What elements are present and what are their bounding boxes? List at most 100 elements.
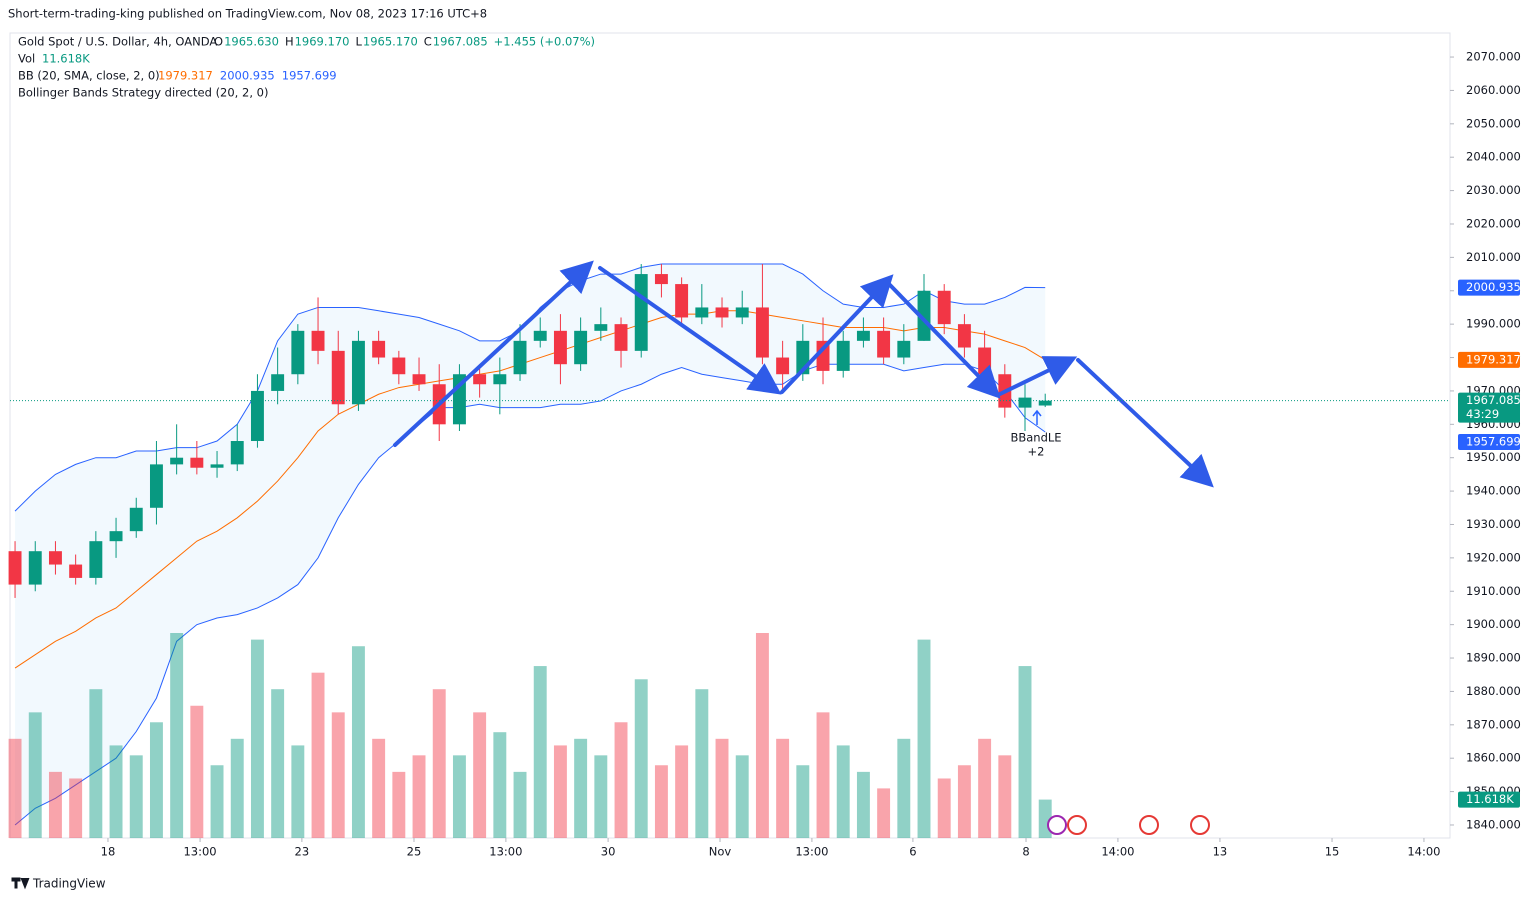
- candle-body: [1018, 397, 1032, 408]
- candle-body: [917, 290, 931, 341]
- volume-bar: [351, 646, 365, 838]
- candle-body: [28, 551, 42, 585]
- volume-bar: [533, 666, 547, 838]
- volume-bar: [553, 745, 567, 838]
- volume-bar: [210, 765, 224, 838]
- bb-name: BB (20, SMA, close, 2, 0): [18, 69, 160, 83]
- candle-body: [311, 330, 325, 351]
- y-tick-label: 1840.000: [1466, 817, 1521, 831]
- candle-body: [755, 307, 769, 358]
- bb-middle: [14, 310, 1046, 669]
- x-tick-label: 23: [295, 845, 310, 859]
- volume-bar: [937, 778, 951, 838]
- volume-bar: [574, 738, 588, 838]
- volume-bar: [331, 712, 345, 838]
- candle-body: [937, 290, 951, 325]
- candle-body: [372, 340, 386, 358]
- volume-bar: [48, 771, 62, 838]
- volume-bar: [1018, 666, 1032, 838]
- x-tick-label: 18: [101, 845, 116, 859]
- volume-bar: [776, 738, 790, 838]
- candle-body: [735, 307, 749, 318]
- change: +1.455 (+0.07%): [494, 35, 595, 49]
- y-tick-label: 2070.000: [1466, 50, 1521, 64]
- candle-body: [69, 564, 83, 578]
- middle-label: 1979.317: [1466, 352, 1521, 366]
- x-tick-label: Nov: [709, 845, 732, 859]
- price-label: 1967.085: [1466, 393, 1521, 407]
- y-tick-label: 2060.000: [1466, 83, 1521, 97]
- candle-body: [897, 340, 911, 358]
- candle-body: [877, 330, 891, 358]
- y-tick-label: 2030.000: [1466, 183, 1521, 197]
- candle-body: [8, 551, 22, 585]
- volume-bar: [917, 639, 931, 838]
- y-tick-label: 2050.000: [1466, 116, 1521, 130]
- volume-bar: [473, 712, 487, 838]
- lower-label: 1957.699: [1466, 434, 1521, 448]
- candle-body: [675, 284, 689, 318]
- candle-body: [473, 374, 487, 385]
- volume-bar: [311, 672, 325, 838]
- volume-bar: [877, 788, 891, 838]
- x-tick-label: 30: [601, 845, 616, 859]
- volume-bar: [735, 755, 749, 838]
- candle-body: [776, 357, 790, 375]
- volume-bar: [452, 755, 466, 838]
- candle-body: [48, 551, 62, 565]
- candle-body: [836, 340, 850, 371]
- volume-bar: [190, 705, 204, 838]
- volume-bar: [594, 755, 608, 838]
- candle-body: [715, 307, 729, 318]
- candle-body: [978, 347, 992, 375]
- candle-body: [574, 330, 588, 365]
- candle-body: [957, 324, 971, 348]
- candle-body: [190, 457, 204, 468]
- candle-body: [291, 330, 305, 375]
- y-tick-label: 2010.000: [1466, 250, 1521, 264]
- x-tick-label: 25: [407, 845, 422, 859]
- y-tick-label: 1920.000: [1466, 550, 1521, 564]
- volume-bar: [230, 738, 244, 838]
- candle-body: [392, 357, 406, 375]
- candle-body: [634, 274, 648, 351]
- volume-bar: [998, 755, 1012, 838]
- band-fill: [15, 264, 1046, 825]
- ohlc-key: C: [424, 35, 432, 49]
- x-tick-label: 15: [1325, 845, 1340, 859]
- volume-bar: [654, 765, 668, 838]
- candle-body: [1038, 400, 1052, 406]
- signal-count: +2: [1028, 445, 1045, 459]
- y-tick-label: 1860.000: [1466, 751, 1521, 765]
- volume-bar: [69, 778, 83, 838]
- y-tick-label: 1930.000: [1466, 517, 1521, 531]
- candle-body: [210, 464, 224, 468]
- vol-value: 11.618K: [42, 52, 90, 66]
- y-tick-label: 1890.000: [1466, 651, 1521, 665]
- candle-body: [816, 340, 830, 371]
- volume-bar: [836, 745, 850, 838]
- x-tick-label: 14:00: [1101, 845, 1134, 859]
- candle-body: [594, 324, 608, 331]
- brand-logo: [11, 877, 30, 890]
- bb-lower: [14, 363, 1046, 826]
- y-tick-label: 1880.000: [1466, 684, 1521, 698]
- y-tick-label: 1950.000: [1466, 450, 1521, 464]
- candle-body: [695, 307, 709, 318]
- volume-bar: [412, 755, 426, 838]
- volume-bar: [8, 738, 22, 838]
- candle-body: [230, 441, 244, 465]
- candle-body: [331, 350, 345, 405]
- candle-body: [856, 330, 870, 341]
- arrow: [393, 260, 594, 447]
- volume-bar: [291, 745, 305, 838]
- x-tick-label: 13:00: [489, 845, 522, 859]
- event-icons: [1047, 815, 1210, 835]
- arrow: [598, 266, 782, 395]
- candle-body: [149, 464, 163, 508]
- arrow: [780, 274, 894, 394]
- y-tick-label: 1940.000: [1466, 484, 1521, 498]
- upper-label-box: [1458, 279, 1520, 296]
